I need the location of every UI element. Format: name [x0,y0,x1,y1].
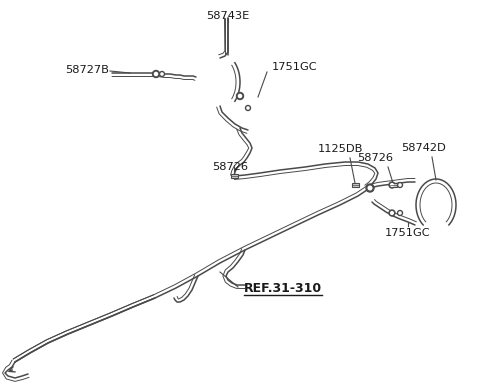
Text: 1125DB: 1125DB [317,144,363,154]
Circle shape [389,210,395,216]
Circle shape [239,94,241,98]
Bar [230,174,238,178]
Text: 1751GC: 1751GC [385,228,431,238]
Circle shape [366,184,374,192]
Circle shape [391,212,393,214]
Text: 1751GC: 1751GC [272,62,318,72]
Circle shape [159,72,165,77]
Text: 58727B: 58727B [65,65,109,75]
Circle shape [368,186,372,190]
Circle shape [245,106,251,111]
Circle shape [397,183,403,187]
Text: 58726: 58726 [357,153,393,163]
Circle shape [389,182,395,188]
Circle shape [153,70,159,77]
Bar [351,183,359,187]
Circle shape [397,211,403,216]
Text: 58726: 58726 [212,162,248,172]
Bar [389,183,396,187]
Text: REF.31-310: REF.31-310 [244,281,322,295]
Circle shape [391,184,393,187]
Text: 58743E: 58743E [206,11,250,21]
Circle shape [155,72,157,75]
Text: 58742D: 58742D [402,143,446,153]
Circle shape [237,92,243,99]
